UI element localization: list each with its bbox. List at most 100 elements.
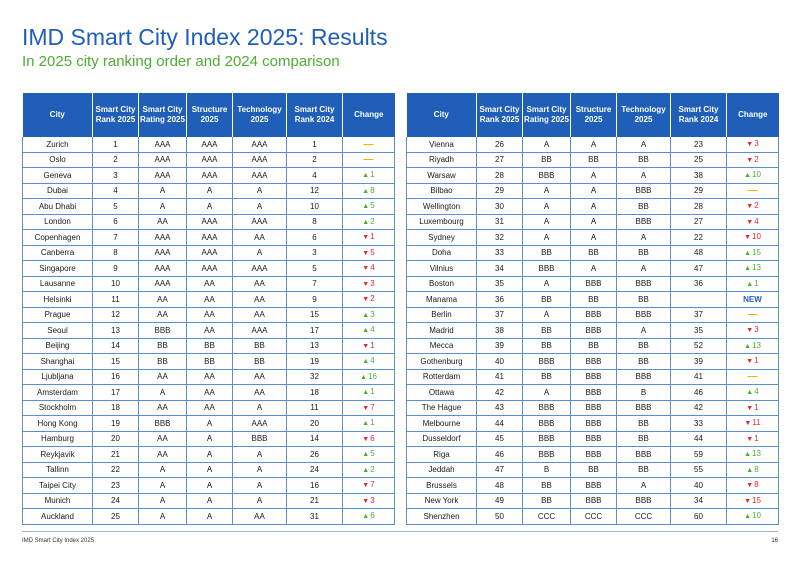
change-cell: ▲1 — [342, 384, 395, 401]
table-row: Wellington 30 A A BB 28 ▼2 — [406, 198, 779, 215]
structure-2025-cell: BB — [570, 245, 617, 261]
technology-2025-cell: CCC — [616, 508, 671, 525]
rank-2024-cell: 4 — [286, 167, 343, 184]
technology-2025-cell: BBB — [616, 446, 671, 463]
table-row: Brussels 48 BB BBB A 40 ▼8 — [406, 477, 779, 494]
change-indicator: — — [364, 139, 374, 150]
col-header-city: City — [22, 93, 93, 137]
rank-2025-cell: 5 — [92, 198, 139, 215]
city-cell: London — [22, 214, 93, 230]
structure-2025-cell: BB — [570, 152, 617, 168]
rating-2025-cell: BB — [138, 353, 187, 370]
structure-2025-cell: AAA — [186, 245, 233, 261]
arrow-down-icon: ▼ — [362, 265, 370, 273]
rank-2024-cell: 3 — [286, 245, 343, 261]
arrow-up-icon: ▲ — [362, 172, 370, 180]
technology-2025-cell: AA — [232, 307, 287, 323]
rating-2025-cell: AAA — [138, 276, 187, 292]
change-indicator: ▼3 — [362, 279, 374, 288]
rank-2024-cell: 42 — [670, 400, 727, 416]
change-cell: NEW — [726, 291, 779, 308]
table-row: Riga 46 BBB BBB BBB 59 ▲13 — [406, 446, 779, 463]
arrow-up-icon: ▲ — [744, 265, 752, 273]
change-indicator: ▲3 — [362, 310, 374, 319]
city-cell: New York — [406, 493, 477, 509]
rank-2025-cell: 22 — [92, 462, 139, 478]
table-row: Prague 12 AA AA AA 15 ▲3 — [22, 307, 395, 323]
structure-2025-cell: A — [186, 431, 233, 447]
rank-2025-cell: 28 — [476, 167, 523, 184]
rating-2025-cell: A — [522, 137, 571, 153]
rating-2025-cell: CCC — [522, 508, 571, 525]
city-cell: Lausanne — [22, 276, 93, 292]
col-header-city: City — [406, 93, 477, 137]
change-indicator: ▼7 — [362, 403, 374, 412]
rating-2025-cell: A — [138, 493, 187, 509]
change-cell: ▲1 — [342, 415, 395, 432]
city-cell: Manama — [406, 291, 477, 308]
change-cell: — — [726, 183, 779, 199]
technology-2025-cell: A — [232, 183, 287, 199]
city-cell: Zurich — [22, 137, 93, 153]
structure-2025-cell: A — [570, 183, 617, 199]
structure-2025-cell: BB — [570, 338, 617, 354]
table-row: London 6 AA AAA AAA 8 ▲2 — [22, 214, 395, 230]
change-cell: ▼5 — [342, 245, 395, 261]
table-row: Singapore 9 AAA AAA AAA 5 ▼4 — [22, 260, 395, 277]
rank-2025-cell: 21 — [92, 446, 139, 463]
arrow-down-icon: ▼ — [746, 156, 754, 164]
table-row: Jeddah 47 B BB BB 55 ▲8 — [406, 462, 779, 478]
change-indicator: ▼11 — [744, 418, 760, 427]
rating-2025-cell: A — [522, 198, 571, 215]
rating-2025-cell: A — [138, 384, 187, 401]
change-value: 5 — [370, 449, 375, 459]
table-row: Dusseldorf 45 BBB BBB BB 44 ▼1 — [406, 431, 779, 447]
rating-2025-cell: BBB — [522, 415, 571, 432]
city-cell: Beijing — [22, 338, 93, 354]
change-indicator: ▼2 — [746, 155, 758, 164]
table-row: Dubai 4 A A A 12 ▲8 — [22, 183, 395, 199]
col-header-rank-2025: Smart City Rank 2025 — [92, 93, 139, 137]
city-cell: Sydney — [406, 229, 477, 246]
rank-2024-cell: 19 — [286, 353, 343, 370]
change-indicator: ▲4 — [362, 356, 374, 365]
arrow-up-icon: ▲ — [362, 327, 370, 335]
arrow-down-icon: ▼ — [362, 342, 370, 350]
structure-2025-cell: A — [570, 137, 617, 153]
rank-2024-cell: 5 — [286, 260, 343, 277]
change-value: 1 — [370, 387, 375, 397]
rank-2025-cell: 9 — [92, 260, 139, 277]
rating-2025-cell: A — [138, 183, 187, 199]
structure-2025-cell: BBB — [570, 400, 617, 416]
city-cell: The Hague — [406, 400, 477, 416]
city-cell: Amsterdam — [22, 384, 93, 401]
change-cell: ▲1 — [726, 276, 779, 292]
technology-2025-cell: BB — [616, 353, 671, 370]
technology-2025-cell: A — [232, 400, 287, 416]
change-indicator: ▲5 — [362, 201, 374, 210]
technology-2025-cell: A — [616, 260, 671, 277]
rank-2024-cell: 48 — [670, 245, 727, 261]
rating-2025-cell: BB — [522, 152, 571, 168]
rank-2024-cell: 17 — [286, 322, 343, 339]
rating-2025-cell: A — [522, 384, 571, 401]
rank-2024-cell: 60 — [670, 508, 727, 525]
change-indicator: ▼1 — [746, 403, 758, 412]
structure-2025-cell: AA — [186, 291, 233, 308]
structure-2025-cell: A — [570, 214, 617, 230]
change-cell: ▼2 — [342, 291, 395, 308]
change-value: 15 — [752, 247, 761, 257]
rank-2024-cell: 27 — [670, 214, 727, 230]
change-cell: ▼4 — [342, 260, 395, 277]
change-value: 3 — [754, 139, 759, 149]
structure-2025-cell: AA — [186, 384, 233, 401]
rank-2025-cell: 29 — [476, 183, 523, 199]
city-cell: Mecca — [406, 338, 477, 354]
table-row: Stockholm 18 AA AA A 11 ▼7 — [22, 400, 395, 416]
change-value: 15 — [752, 495, 761, 505]
structure-2025-cell: BB — [186, 353, 233, 370]
rating-2025-cell: BBB — [522, 353, 571, 370]
structure-2025-cell: BBB — [570, 431, 617, 447]
table-row: Manama 36 BB BB BB NEW — [406, 291, 779, 308]
table-body-right: Vienna 26 A A A 23 ▼3 Riyadh 27 BB BB BB 25 ▼2 Warsaw 2… — [406, 137, 779, 525]
